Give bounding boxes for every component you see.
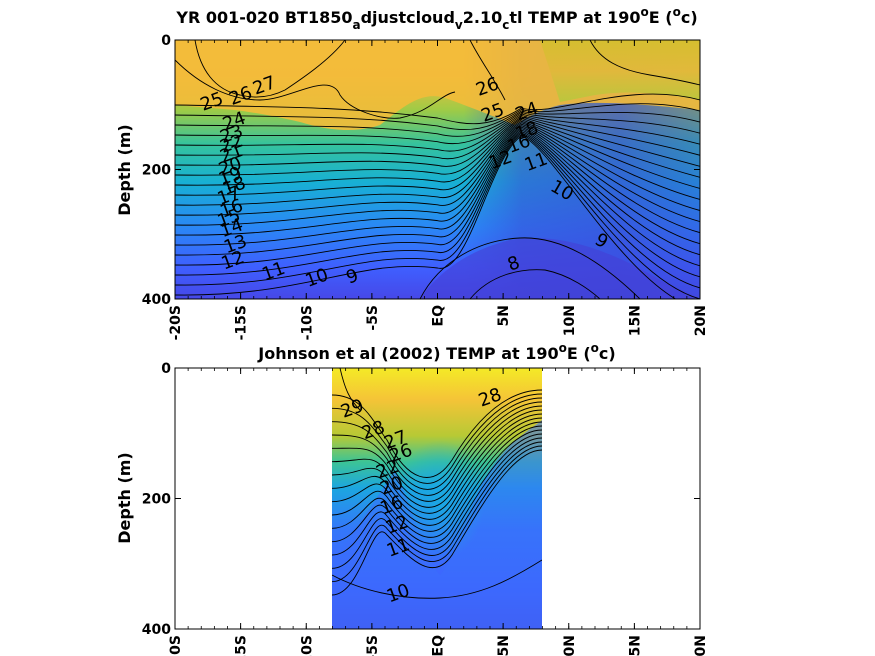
top-contour-line [175,128,700,256]
bottom-x-tick-label: 5N [496,635,512,656]
top-contour-line [175,135,677,299]
bottom-contour-line [332,397,542,490]
top-contour-line [175,117,700,178]
top-panel: YR 001-020 BT1850adjustcloudv2.10ctl TEM… [115,5,709,340]
bottom-contour-lines [332,368,542,599]
top-contour-line [175,123,700,223]
top-contour-line [175,119,700,189]
top-contour-line [175,125,700,234]
top-x-tick-label: 5N [496,305,512,326]
top-chart-title: YR 001-020 BT1850adjustcloudv2.10ctl TEM… [175,5,697,32]
bottom-contour-line [332,437,542,556]
bottom-contour-line [332,409,542,508]
top-contour-line [175,114,700,160]
top-contour-line [175,110,700,137]
top-x-tick-label: -15S [234,305,250,340]
bottom-y-tick-label: 0 [161,361,171,377]
bottom-x-tick-label: -10S [299,635,315,656]
bottom-chart-title: Johnson et al (2002) TEMP at 190oE (oc) [257,341,615,363]
top-x-tick-label: -10S [299,305,315,340]
top-x-tick-label: -20S [168,305,184,340]
bottom-x-tick-label: -20S [168,635,184,656]
bottom-contour-line [332,433,542,544]
top-contour-line [175,103,700,131]
bottom-x-tick-label: -5S [365,635,381,656]
bottom-contour-line [332,449,542,596]
top-contour-line [175,113,700,152]
bottom-contour-line [332,421,542,526]
bottom-contour-line [332,393,542,484]
bottom-y-axis-label: Depth (m) [115,452,134,544]
bottom-contour-line [332,445,542,583]
top-x-tick-label: 20N [693,305,709,336]
top-contour-line [469,40,506,101]
top-contour-line [469,269,601,299]
top-contour-line [419,237,641,299]
top-contour-line [175,93,700,125]
bottom-x-tick-label: -15S [234,635,250,656]
bottom-x-tick-label: 20N [693,635,709,656]
bottom-x-tick-label: 15N [627,635,643,656]
top-y-tick-label: 200 [142,163,171,179]
top-contour-line [175,126,700,245]
top-y-tick-label: 0 [161,33,171,49]
bottom-panel: Johnson et al (2002) TEMP at 190oE (oc) … [115,341,709,656]
top-contour-line [175,59,456,119]
top-x-tick-label: 10N [562,305,578,336]
top-x-tick-label: 15N [627,305,643,336]
top-contour-line [194,40,346,98]
top-y-axis-label: Depth (m) [115,124,134,216]
bottom-x-tick-label: 10N [562,635,578,656]
bottom-contour-line [332,417,542,520]
top-contour-line [175,122,700,211]
bottom-contour-line [332,425,542,532]
bottom-contour-line [332,401,542,496]
top-contour-line [175,132,700,289]
top-contour-line [175,120,700,200]
bottom-x-tick-label: EQ [431,635,447,656]
top-contour-line [175,116,700,167]
bottom-contour-line [332,389,542,478]
bottom-y-tick-label: 200 [142,492,171,508]
top-x-tick-label: -5S [365,305,381,331]
bottom-contour-line [332,405,542,502]
bottom-contour-line [332,429,542,538]
bottom-y-tick-label: 400 [142,622,171,638]
top-contour-line [175,131,700,278]
top-x-tick-label: EQ [431,305,447,327]
top-axes: -20S -15S -10S -5S EQ 5N 10N 15N 20N 0 200 400 [142,33,709,340]
top-contour-line [589,40,700,86]
top-contour-line [175,111,700,145]
top-y-tick-label: 400 [142,292,171,308]
bottom-axes: -20S -15S -10S -5S EQ 5N 10N 15N 20N 0 200 400 [142,361,709,656]
top-contour-line [175,134,700,299]
bottom-contour-line [332,559,542,599]
bottom-contour-line [339,368,361,411]
bottom-contour-line [332,413,542,514]
top-contour-lines [175,40,700,299]
top-contour-line [175,129,700,267]
bottom-contour-line [332,441,542,569]
